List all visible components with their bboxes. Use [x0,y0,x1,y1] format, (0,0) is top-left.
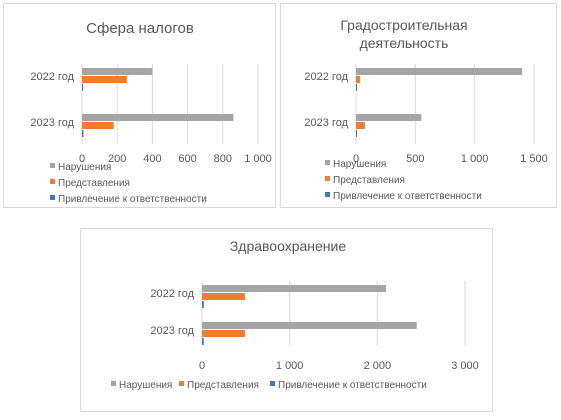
x-tick-label: 1 000 [276,360,304,372]
bar-violations [356,114,422,121]
legend-swatch-submissions [179,381,184,386]
category-label: 2022 год [304,71,348,83]
chart-panel-healthcare: Здравоохранение 2022 год 2023 год 0 1 000 2 0… [80,228,493,412]
bar-violations [356,68,523,75]
legend-label: Представления [187,380,259,391]
bar-liability [356,130,357,137]
category-label: 2023 год [150,325,194,337]
bar-liability [202,338,204,345]
chart-panel-taxes: Сфера налогов 2022 год 2023 год 0 200 400 600 8… [3,3,276,208]
legend-label: Привлечение к ответственности [333,191,482,202]
bar-submissions [356,122,365,129]
bar-violations [82,68,153,75]
legend-swatch-liability [50,195,55,200]
legend-label: Представления [333,175,405,186]
x-tick-label: 200 [108,153,126,165]
chart-title: Градостроительная [340,17,467,33]
chart-panel-urban-planning: Градостроительная деятельность 2022 год 202… [280,3,557,208]
bar-submissions [202,293,245,300]
legend-label: Нарушения [333,159,386,170]
legend-label: Нарушения [58,162,111,173]
bar-liability [202,301,204,308]
legend-label: Нарушения [119,380,172,391]
bar-submissions [202,330,245,337]
legend-swatch-liability [325,192,330,197]
category-label: 2023 год [30,117,74,129]
bar-liability [82,130,84,137]
chart-title: Здравоохранение [230,238,347,254]
legend-swatch-violations [50,163,55,168]
bar-violations [202,285,387,292]
x-tick-label: 1 000 [244,153,272,165]
x-tick-label: 0 [199,360,205,372]
chart-healthcare: Здравоохранение 2022 год 2023 год 0 1 000 2 0… [111,238,479,391]
category-label: 2022 год [30,71,74,83]
bar-violations [82,114,234,121]
chart-title: деятельность [360,35,449,51]
bar-liability [82,84,83,91]
x-tick-label: 1 000 [461,153,489,165]
category-label: 2023 год [304,117,348,129]
chart-urban-planning: Градостроительная деятельность 2022 год 202… [304,17,548,202]
x-tick-label: 500 [406,153,424,165]
legend-label: Привлечение к ответственности [278,380,427,391]
bar-submissions [82,122,114,129]
legend-label: Привлечение к ответственности [58,194,207,205]
x-tick-label: 2 000 [364,360,392,372]
x-tick-label: 0 [79,153,85,165]
bar-submissions [356,76,361,83]
x-tick-label: 800 [214,153,232,165]
legend-label: Представления [58,178,130,189]
x-tick-label: 1 500 [520,153,548,165]
x-tick-label: 400 [143,153,161,165]
legend-swatch-liability [270,381,275,386]
legend-swatch-violations [111,381,116,386]
x-tick-label: 0 [353,153,359,165]
legend-swatch-submissions [50,179,55,184]
legend-swatch-submissions [325,176,330,181]
bar-submissions [82,76,127,83]
chart-taxes: Сфера налогов 2022 год 2023 год 0 200 400 600 8… [30,20,272,205]
x-tick-label: 600 [178,153,196,165]
bar-liability [356,84,357,91]
bar-violations [202,322,417,329]
chart-title: Сфера налогов [86,20,194,37]
legend-swatch-violations [325,160,330,165]
category-label: 2022 год [150,288,194,300]
x-tick-label: 3 000 [451,360,479,372]
